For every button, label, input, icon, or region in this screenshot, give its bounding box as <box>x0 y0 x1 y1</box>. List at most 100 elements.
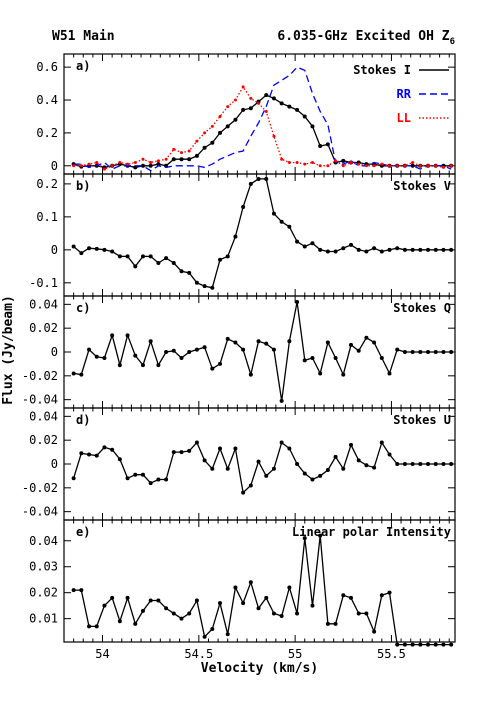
data-point <box>125 476 130 481</box>
legend-label: RR <box>397 87 412 101</box>
data-point <box>248 483 253 488</box>
y-tick-label: 0 <box>51 345 58 359</box>
data-point <box>241 490 246 495</box>
data-point <box>194 280 199 285</box>
data-point <box>372 340 377 345</box>
data-point <box>379 249 384 254</box>
data-point <box>380 162 384 166</box>
data-point <box>271 466 276 471</box>
data-point <box>187 149 191 153</box>
data-point <box>79 164 83 168</box>
data-point <box>271 96 276 101</box>
panel-label: e) <box>76 525 90 539</box>
legend-label: Stokes I <box>353 63 411 77</box>
data-point <box>187 611 192 616</box>
x-tick-label: 55 <box>288 647 302 661</box>
y-tick-label: 0.2 <box>36 177 58 191</box>
data-point <box>372 246 377 251</box>
data-point <box>287 339 292 344</box>
data-point <box>395 164 399 168</box>
data-point <box>218 361 223 366</box>
data-point <box>326 164 330 168</box>
data-point <box>318 533 323 538</box>
panel-label: c) <box>76 301 90 315</box>
data-point <box>210 285 215 290</box>
data-point <box>310 477 315 482</box>
data-point <box>210 627 215 632</box>
data-point <box>87 162 91 166</box>
data-point <box>94 453 99 458</box>
data-point <box>187 350 192 354</box>
data-point <box>433 642 438 647</box>
data-point <box>433 247 438 252</box>
y-tick-label: 0.04 <box>29 534 58 548</box>
data-point <box>171 348 176 353</box>
data-point <box>210 140 215 145</box>
data-point <box>418 350 423 354</box>
data-point <box>71 476 76 481</box>
data-point <box>295 239 300 244</box>
data-point <box>318 371 323 376</box>
panel-3: -0.04 -0.02 0 0.02 0.04 c) Stokes Q <box>22 295 456 409</box>
data-point <box>318 144 323 149</box>
data-point <box>71 244 76 249</box>
data-point <box>272 134 276 138</box>
y-tick-label: 0.02 <box>29 586 58 600</box>
data-point <box>372 465 377 470</box>
data-point <box>357 162 361 166</box>
data-point <box>403 164 407 168</box>
data-point <box>248 181 253 186</box>
data-point <box>202 345 207 350</box>
data-point <box>372 164 376 168</box>
data-point <box>449 247 454 252</box>
data-point <box>433 462 438 466</box>
data-point <box>318 247 323 252</box>
data-point <box>156 363 161 368</box>
data-point <box>333 454 338 459</box>
header-right-main: 6.035-GHz Excited OH Z <box>277 29 449 44</box>
data-point <box>372 629 377 634</box>
data-point <box>341 593 346 598</box>
data-point <box>402 247 407 252</box>
data-point <box>179 269 184 274</box>
data-point <box>279 398 284 403</box>
data-point <box>71 588 76 593</box>
data-point <box>325 621 330 626</box>
data-point <box>117 254 122 259</box>
data-point <box>410 163 415 168</box>
data-point <box>133 621 138 626</box>
data-point <box>133 160 137 164</box>
x-tick-label: 55.5 <box>377 647 406 661</box>
data-point <box>387 371 392 376</box>
data-point <box>187 157 192 162</box>
y-tick-label: -0.02 <box>22 481 58 495</box>
data-point <box>348 342 353 347</box>
data-point <box>87 347 92 352</box>
data-point <box>410 247 415 252</box>
data-point <box>125 595 130 600</box>
data-point <box>418 642 423 647</box>
data-point <box>426 642 431 647</box>
data-point <box>341 246 346 251</box>
y-tick-label: 0 <box>51 159 58 173</box>
panel-4: -0.04 -0.02 0 0.02 0.04 d) Stokes U <box>22 407 456 521</box>
data-point <box>256 606 261 611</box>
data-point <box>94 246 99 251</box>
x-tick-label: 54.5 <box>184 647 213 661</box>
panel-2: -0.1 0 0.1 0.2 b) Stokes V <box>29 173 456 297</box>
data-point <box>202 634 207 639</box>
data-point <box>310 355 315 360</box>
data-point <box>202 145 207 150</box>
data-point <box>333 249 338 254</box>
data-point <box>295 611 300 616</box>
data-point <box>164 256 169 261</box>
data-point <box>287 446 292 451</box>
data-point <box>287 104 292 109</box>
data-point <box>141 157 145 161</box>
data-point <box>279 440 284 445</box>
data-point <box>302 114 307 119</box>
data-point <box>225 124 230 129</box>
data-point <box>348 595 353 600</box>
data-point <box>256 459 261 464</box>
